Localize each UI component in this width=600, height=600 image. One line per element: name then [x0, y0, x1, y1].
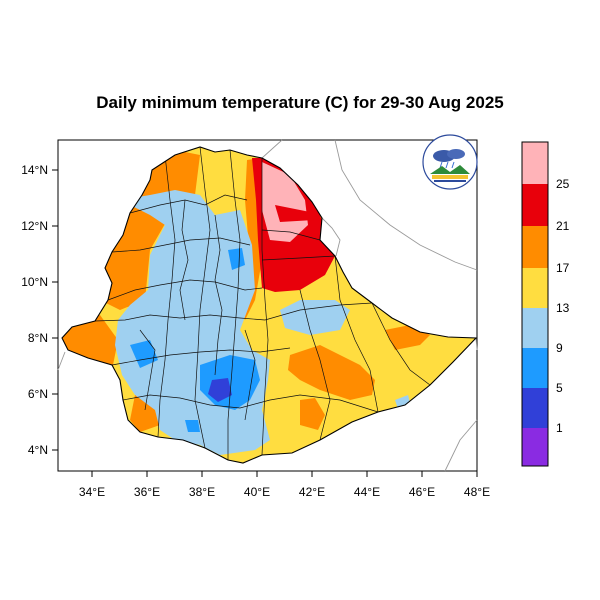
x-axis — [91, 471, 478, 477]
zone-5-9-west — [130, 340, 158, 368]
legend-swatch — [522, 142, 548, 184]
x-tick-label: 42°E — [299, 485, 325, 499]
y-tick-label: 4°N — [28, 443, 48, 457]
legend-label: 13 — [556, 301, 570, 315]
y-tick-label: 14°N — [21, 163, 48, 177]
zone-17-21-east — [288, 345, 375, 400]
x-tick-label: 38°E — [189, 485, 215, 499]
zone-5-9-north — [228, 248, 245, 270]
meteorology-institute-logo — [422, 134, 478, 190]
y-tick-label: 12°N — [21, 219, 48, 233]
x-tick-labels: 34°E 36°E 38°E 40°E 42°E 44°E 46°E 48°E — [79, 485, 490, 499]
y-axis — [52, 169, 58, 451]
legend-label: 17 — [556, 261, 570, 275]
x-tick-label: 34°E — [79, 485, 105, 499]
x-tick-label: 40°E — [244, 485, 270, 499]
legend-frame — [521, 141, 549, 467]
neighbor-borders — [57, 139, 478, 472]
x-tick-label: 46°E — [409, 485, 435, 499]
zone-5-9-south — [185, 420, 200, 432]
legend-swatch — [522, 268, 548, 308]
legend-label: 9 — [556, 341, 563, 355]
legend-swatch — [522, 308, 548, 348]
legend-swatch — [522, 428, 548, 466]
zone-1-5 — [208, 378, 232, 402]
legend-swatch — [522, 226, 548, 268]
legend-swatch — [522, 348, 548, 388]
zone-21-25-band — [275, 205, 314, 222]
legend-label: 25 — [556, 177, 570, 191]
legend-labels: 25 21 17 13 9 5 1 — [556, 177, 570, 435]
zone-17-21-southeast — [300, 398, 325, 430]
temperature-field — [62, 147, 476, 463]
map-title: Daily minimum temperature (C) for 29-30 … — [96, 93, 504, 112]
x-tick-label: 44°E — [354, 485, 380, 499]
y-tick-labels: 14°N 12°N 10°N 8°N 6°N 4°N — [21, 163, 48, 457]
y-tick-label: 8°N — [28, 331, 48, 345]
legend-label: 21 — [556, 219, 570, 233]
y-tick-label: 10°N — [21, 275, 48, 289]
zone-17-21-southwest — [62, 315, 118, 370]
country-outline — [61, 146, 478, 464]
zone-above-25 — [262, 162, 308, 242]
x-tick-label: 36°E — [134, 485, 160, 499]
color-legend — [521, 141, 549, 467]
y-tick-label: 6°N — [28, 387, 48, 401]
legend-label: 1 — [556, 421, 563, 435]
admin-boundaries — [94, 147, 431, 460]
zone-9-13-east — [280, 300, 350, 335]
legend-label: 5 — [556, 381, 563, 395]
legend-swatch — [522, 184, 548, 226]
legend-swatch — [522, 388, 548, 428]
x-tick-label: 48°E — [464, 485, 490, 499]
